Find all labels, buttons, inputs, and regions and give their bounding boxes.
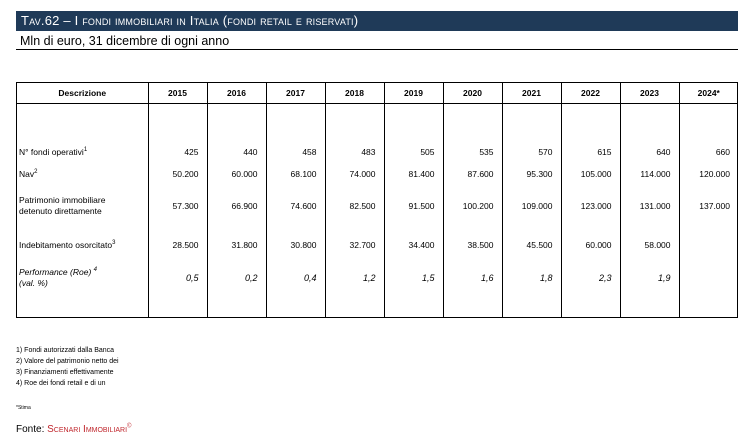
table-cell: 1,6: [442, 263, 502, 293]
table-cell: 100.200: [442, 185, 502, 227]
header-year: 2019: [383, 83, 443, 104]
footnote: 3) Finanziamenti effettivamente: [16, 369, 114, 376]
table-cell: 45.500: [501, 227, 561, 263]
table-cell: 660: [678, 141, 738, 163]
table-cell: 109.000: [501, 185, 561, 227]
table-subtitle: Mln di euro, 31 dicembre di ogni anno: [16, 33, 738, 50]
header-year: 2015: [147, 83, 207, 104]
table-cell: 137.000: [678, 185, 738, 227]
table-cell: 440: [206, 141, 266, 163]
table-cell: 114.000: [619, 163, 679, 185]
spacer-row: [17, 103, 738, 141]
spacer-row: [17, 293, 738, 318]
table-cell: 615: [560, 141, 620, 163]
table-row: Performance (Roe) 4 (val. %) 0,5 0,2 0,4 …: [17, 263, 738, 293]
header-description: Descrizione: [17, 83, 148, 104]
table-cell: 57.300: [147, 185, 207, 227]
table-cell: 505: [383, 141, 443, 163]
source-brand: Scenari Immobiliari: [47, 424, 128, 435]
footnote: 2) Valore del patrimonio netto dei: [16, 358, 119, 365]
table-cell: 0,5: [147, 263, 207, 293]
table-cell: 66.900: [206, 185, 266, 227]
table-cell: 60.000: [206, 163, 266, 185]
table-cell: 535: [442, 141, 502, 163]
table-cell: 82.500: [324, 185, 384, 227]
table-cell: [678, 263, 738, 293]
table-cell: 87.600: [442, 163, 502, 185]
estimate-note: *Stima: [16, 405, 31, 411]
table-cell: 74.000: [324, 163, 384, 185]
table-cell: 95.300: [501, 163, 561, 185]
data-table-frame: Descrizione 2015 2016 2017 2018 2019 202…: [16, 82, 738, 318]
table-cell: 0,4: [265, 263, 325, 293]
header-year: 2023: [619, 83, 679, 104]
table-cell: 105.000: [560, 163, 620, 185]
table-cell: 1,2: [324, 263, 384, 293]
footnotes: 1) Fondi autorizzati dalla Banca 2) Valo…: [16, 345, 119, 389]
row-label: Patrimonio immobiliare detenuto direttame…: [19, 195, 106, 216]
data-table: Descrizione 2015 2016 2017 2018 2019 202…: [17, 83, 738, 318]
table-cell: 1,5: [383, 263, 443, 293]
table-cell: 60.000: [560, 227, 620, 263]
table-cell: 81.400: [383, 163, 443, 185]
table-cell: 91.500: [383, 185, 443, 227]
table-cell: 68.100: [265, 163, 325, 185]
header-row: Descrizione 2015 2016 2017 2018 2019 202…: [17, 83, 738, 104]
header-year: 2016: [206, 83, 266, 104]
table-cell: 58.000: [619, 227, 679, 263]
table-cell: 570: [501, 141, 561, 163]
table-cell: [678, 227, 738, 263]
header-year: 2022: [560, 83, 620, 104]
table-cell: 120.000: [678, 163, 738, 185]
table-row: Nav2 50.200 60.000 68.100 74.000 81.400 …: [17, 163, 738, 185]
footnote: 4) Roe dei fondi retail e di un: [16, 380, 106, 387]
row-label: Nav2: [19, 168, 38, 179]
table-row: Patrimonio immobiliare detenuto direttame…: [17, 185, 738, 227]
row-label: Performance (Roe) 4 (val. %): [19, 267, 97, 288]
table-cell: 1,8: [501, 263, 561, 293]
table-cell: 34.400: [383, 227, 443, 263]
table-cell: 32.700: [324, 227, 384, 263]
table-cell: 123.000: [560, 185, 620, 227]
table-cell: 31.800: [206, 227, 266, 263]
row-label: Indebitamento osorcitato3: [19, 239, 116, 250]
table-cell: 28.500: [147, 227, 207, 263]
table-cell: 38.500: [442, 227, 502, 263]
table-cell: 483: [324, 141, 384, 163]
table-cell: 30.800: [265, 227, 325, 263]
table-title: Tav.62 – I fondi immobiliari in Italia (…: [16, 11, 738, 31]
table-cell: 131.000: [619, 185, 679, 227]
table-cell: 74.600: [265, 185, 325, 227]
table-cell: 458: [265, 141, 325, 163]
header-year: 2021: [501, 83, 561, 104]
table-cell: 1,9: [619, 263, 679, 293]
source-line: Fonte: Scenari Immobiliari©: [16, 424, 131, 435]
header-year: 2017: [265, 83, 325, 104]
header-year: 2020: [442, 83, 502, 104]
row-label: N° fondi operativi1: [19, 146, 88, 157]
table-cell: 2,3: [560, 263, 620, 293]
footnote: 1) Fondi autorizzati dalla Banca: [16, 347, 115, 354]
table-cell: 640: [619, 141, 679, 163]
source-label: Fonte:: [16, 424, 48, 435]
header-year: 2018: [324, 83, 384, 104]
header-year: 2024*: [678, 83, 738, 104]
copyright-mark: ©: [127, 423, 132, 430]
table-cell: 0,2: [206, 263, 266, 293]
table-row: N° fondi operativi1 425 440 458 483 505 …: [17, 141, 738, 163]
table-row: Indebitamento osorcitato3 28.500 31.800 …: [17, 227, 738, 263]
table-cell: 425: [147, 141, 207, 163]
table-cell: 50.200: [147, 163, 207, 185]
